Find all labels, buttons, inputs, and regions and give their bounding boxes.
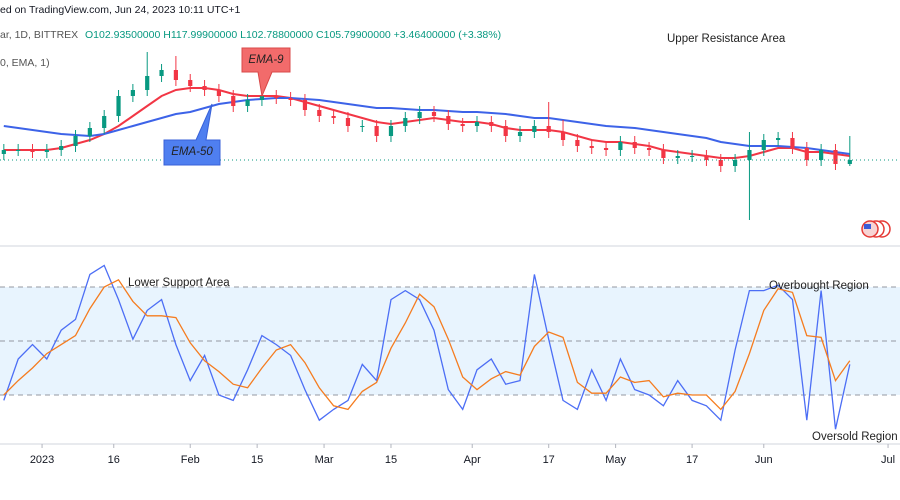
x-tick-label: 2023 <box>30 454 54 466</box>
candle-body <box>489 122 494 126</box>
candle-body <box>632 142 637 148</box>
candle-body <box>87 128 92 136</box>
candle-body <box>847 160 852 164</box>
flag-icon <box>861 220 891 238</box>
candle-body <box>30 150 35 152</box>
candle-body <box>804 148 809 160</box>
candle-body <box>231 96 236 106</box>
candle-body <box>417 112 422 118</box>
x-tick-label: 15 <box>385 454 397 466</box>
ema50-callout: EMA-50 <box>163 103 221 166</box>
candle-body <box>317 110 322 116</box>
stoch-line <box>3 278 851 411</box>
ema-line <box>3 87 850 159</box>
candle-body <box>618 142 623 150</box>
candle-body <box>761 140 766 150</box>
ema9-callout: EMA-9 <box>241 47 291 98</box>
x-tick-label: May <box>605 454 626 466</box>
candle-body <box>302 100 308 110</box>
candle-body <box>833 150 838 164</box>
candle-body <box>546 126 551 132</box>
candle-body <box>474 122 480 126</box>
candle-body <box>589 146 594 148</box>
x-tick-label: Jun <box>755 454 773 466</box>
x-tick-label: 17 <box>543 454 555 466</box>
ema-line <box>3 97 850 155</box>
candle-body <box>1 150 6 154</box>
x-tick-label: 16 <box>108 454 120 466</box>
candle-body <box>776 138 781 140</box>
candle-body <box>59 146 64 150</box>
candle-body <box>245 100 250 106</box>
candle-body <box>446 116 451 124</box>
candle-body <box>718 160 723 166</box>
x-tick-label: Apr <box>464 454 481 466</box>
candle-body <box>503 126 508 136</box>
candle-body <box>532 126 537 132</box>
candle-body <box>646 148 652 150</box>
annotation: Upper Resistance Area <box>667 33 786 45</box>
candle-body <box>733 160 738 166</box>
callout-box <box>163 103 221 166</box>
candle-body <box>259 96 265 100</box>
candle-body <box>517 132 523 136</box>
callout-label: EMA-50 <box>171 146 213 158</box>
candle-body <box>403 118 408 126</box>
x-tick-label: 17 <box>686 454 698 466</box>
candle-body <box>102 116 107 128</box>
candle-body <box>216 90 222 96</box>
stoch-line <box>3 264 851 430</box>
plot-area <box>0 52 900 430</box>
candle-body <box>689 156 695 157</box>
candle-body <box>16 150 21 151</box>
candle-body <box>388 126 394 136</box>
annotation: Overbought Region <box>769 280 869 292</box>
candle-body <box>704 156 709 160</box>
icon <box>864 224 871 229</box>
candle-body <box>173 70 178 80</box>
candle-body <box>460 124 465 126</box>
candle-body <box>431 112 437 116</box>
candle-body <box>116 96 121 116</box>
header-source: ed on TradingView.com, Jun 24, 2023 10:1… <box>0 4 241 16</box>
candle-body <box>44 150 49 152</box>
candle-body <box>345 118 351 126</box>
callout-box <box>241 47 291 98</box>
candle-body <box>360 126 365 127</box>
candle-body <box>747 150 752 160</box>
candle-body <box>661 150 666 158</box>
candle-body <box>675 156 680 158</box>
stochastic-background <box>0 286 900 396</box>
candle-body <box>819 150 824 160</box>
x-tick-label: Feb <box>181 454 200 466</box>
candle-body <box>188 80 193 86</box>
x-tick-label: Mar <box>315 454 334 466</box>
candle-body <box>159 70 164 76</box>
candle-body <box>560 132 566 140</box>
header-symbol: ar, 1D, BITTREX <box>0 29 78 41</box>
header-indicator: 0, EMA, 1) <box>0 57 50 69</box>
candle-body <box>603 148 609 150</box>
candle-body <box>331 116 336 118</box>
candle-body <box>575 140 580 146</box>
candle-body <box>274 96 279 98</box>
candle-body <box>790 138 795 148</box>
x-tick-label: Jul <box>881 454 895 466</box>
annotation: Lower Support Area <box>128 277 230 289</box>
candle-body <box>145 76 150 90</box>
callout-label: EMA-9 <box>248 54 284 66</box>
annotation: Oversold Region <box>812 431 898 443</box>
candle-body <box>130 90 135 96</box>
candle-body <box>202 86 207 90</box>
x-tick-label: 15 <box>251 454 263 466</box>
candle-body <box>73 136 78 146</box>
candle-body <box>374 126 379 136</box>
candle-body <box>288 98 293 100</box>
header-ohlc: O102.93500000 H117.99900000 L102.7880000… <box>85 29 501 41</box>
